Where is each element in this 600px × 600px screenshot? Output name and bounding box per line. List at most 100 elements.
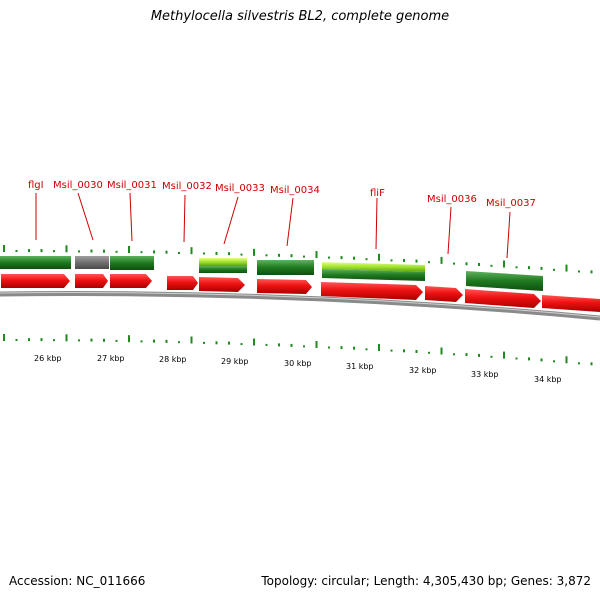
lower-tick xyxy=(565,356,568,364)
kbp-label-26: 26 kbp xyxy=(34,354,62,363)
lower-tick xyxy=(478,353,480,357)
kbp-label-34: 34 kbp xyxy=(534,375,562,384)
lower-tick xyxy=(240,343,243,346)
upper-tick xyxy=(590,270,593,274)
gene-arrow-flgI[interactable] xyxy=(1,274,70,288)
upper-tick xyxy=(65,245,68,253)
gene-bar-Msil_0031[interactable] xyxy=(110,256,154,270)
gene-bar-Msil_0033[interactable] xyxy=(199,258,247,266)
gene-bar-fliF[interactable] xyxy=(322,262,425,272)
gene-arrow-next[interactable] xyxy=(542,295,600,312)
upper-tick xyxy=(203,252,205,255)
gene-label-fliF[interactable]: fliF xyxy=(370,188,385,199)
upper-tick xyxy=(290,254,293,258)
kbp-label-27: 27 kbp xyxy=(97,354,125,363)
upper-tick xyxy=(178,252,180,254)
lower-tick xyxy=(465,353,468,357)
upper-tick xyxy=(490,264,493,267)
gene-arrow-Msil_0037[interactable] xyxy=(465,289,541,308)
lower-tick xyxy=(365,348,368,351)
lower-tick xyxy=(578,362,580,365)
upper-tick xyxy=(40,249,43,253)
upper-tick xyxy=(128,246,130,253)
upper-tick xyxy=(428,261,430,264)
upper-tick xyxy=(553,268,555,271)
gene-labels: flgI Msil_0030 Msil_0031 Msil_0032 Msil_… xyxy=(28,180,536,209)
upper-tick xyxy=(28,249,30,253)
upper-tick xyxy=(365,258,368,261)
lower-tick xyxy=(78,339,80,342)
upper-tick xyxy=(403,259,405,262)
gene-bar-flgI[interactable] xyxy=(0,256,71,269)
genome-backbone xyxy=(0,291,600,321)
reverse-genes xyxy=(0,256,543,291)
upper-tick xyxy=(103,249,105,253)
genome-backbone-highlight xyxy=(0,292,600,318)
lower-tick xyxy=(503,351,505,359)
gene-bar-Msil_0034[interactable] xyxy=(257,260,314,275)
accession-text: Accession: NC_011666 xyxy=(9,574,146,588)
lower-tick xyxy=(440,347,443,355)
upper-tick xyxy=(115,250,118,253)
lower-tick xyxy=(128,335,130,343)
lower-tick xyxy=(190,336,193,344)
lower-tick xyxy=(253,338,255,346)
lower-tick xyxy=(390,349,393,352)
upper-tick xyxy=(15,250,18,252)
upper-tick xyxy=(303,255,305,258)
gene-label-Msil_0033[interactable]: Msil_0033 xyxy=(215,183,265,194)
lower-tick xyxy=(265,343,268,346)
kbp-label-32: 32 kbp xyxy=(409,366,437,375)
gene-arrow-Msil_0036[interactable] xyxy=(425,286,463,302)
gene-arrow-Msil_0034[interactable] xyxy=(257,279,312,294)
kbp-label-33: 33 kbp xyxy=(471,370,499,379)
gene-label-Msil_0037[interactable]: Msil_0037 xyxy=(486,198,536,209)
lower-tick xyxy=(53,339,55,342)
lower-tick xyxy=(540,358,543,362)
upper-tick xyxy=(378,253,380,261)
lower-tick xyxy=(165,339,168,343)
upper-tick xyxy=(565,264,568,272)
upper-tick xyxy=(390,259,393,262)
lower-tick xyxy=(428,351,430,354)
gene-arrow-Msil_0033[interactable] xyxy=(199,277,245,292)
upper-tick xyxy=(340,256,343,260)
leader-Msil_0031 xyxy=(129,192,133,242)
upper-tick xyxy=(515,266,518,269)
gene-label-Msil_0032[interactable]: Msil_0032 xyxy=(162,181,212,192)
leader-Msil_0032 xyxy=(183,194,186,243)
label-leaders xyxy=(35,192,511,259)
lower-tick xyxy=(315,341,318,348)
gene-label-flgI[interactable]: flgI xyxy=(28,180,44,191)
lower-tick xyxy=(290,343,293,347)
lower-tick xyxy=(153,339,155,343)
gene-arrow-Msil_0032[interactable] xyxy=(167,276,198,290)
gene-label-Msil_0030[interactable]: Msil_0030 xyxy=(53,180,103,191)
gene-label-Msil_0031[interactable]: Msil_0031 xyxy=(107,180,157,191)
lower-tick xyxy=(453,353,455,356)
gene-label-Msil_0034[interactable]: Msil_0034 xyxy=(270,185,320,196)
lower-tick xyxy=(15,339,18,341)
upper-tick xyxy=(165,250,168,254)
upper-tick xyxy=(265,254,268,257)
gene-bar-Msil_0037[interactable] xyxy=(466,271,543,291)
upper-tick xyxy=(415,259,418,263)
lower-tick xyxy=(178,341,180,344)
kbp-label-29: 29 kbp xyxy=(221,357,249,366)
leader-fliF xyxy=(375,197,378,250)
gene-arrow-fliF[interactable] xyxy=(321,282,423,300)
lower-tick xyxy=(90,338,93,342)
upper-tick xyxy=(453,262,455,265)
lower-tick xyxy=(415,350,418,353)
gene-arrow-Msil_0030[interactable] xyxy=(75,274,108,288)
genome-summary-text: Topology: circular; Length: 4,305,430 bp… xyxy=(261,574,591,588)
gene-arrow-Msil_0031[interactable] xyxy=(110,274,152,288)
lower-tick xyxy=(590,362,593,366)
gene-bar-Msil_0033-lower[interactable] xyxy=(199,266,247,273)
gene-bar-Msil_0030[interactable] xyxy=(75,256,109,269)
gene-bar-fliF-lower[interactable] xyxy=(322,269,425,281)
lower-tick xyxy=(215,341,218,345)
gene-label-Msil_0036[interactable]: Msil_0036 xyxy=(427,194,477,205)
leader-Msil_0036 xyxy=(447,206,452,255)
